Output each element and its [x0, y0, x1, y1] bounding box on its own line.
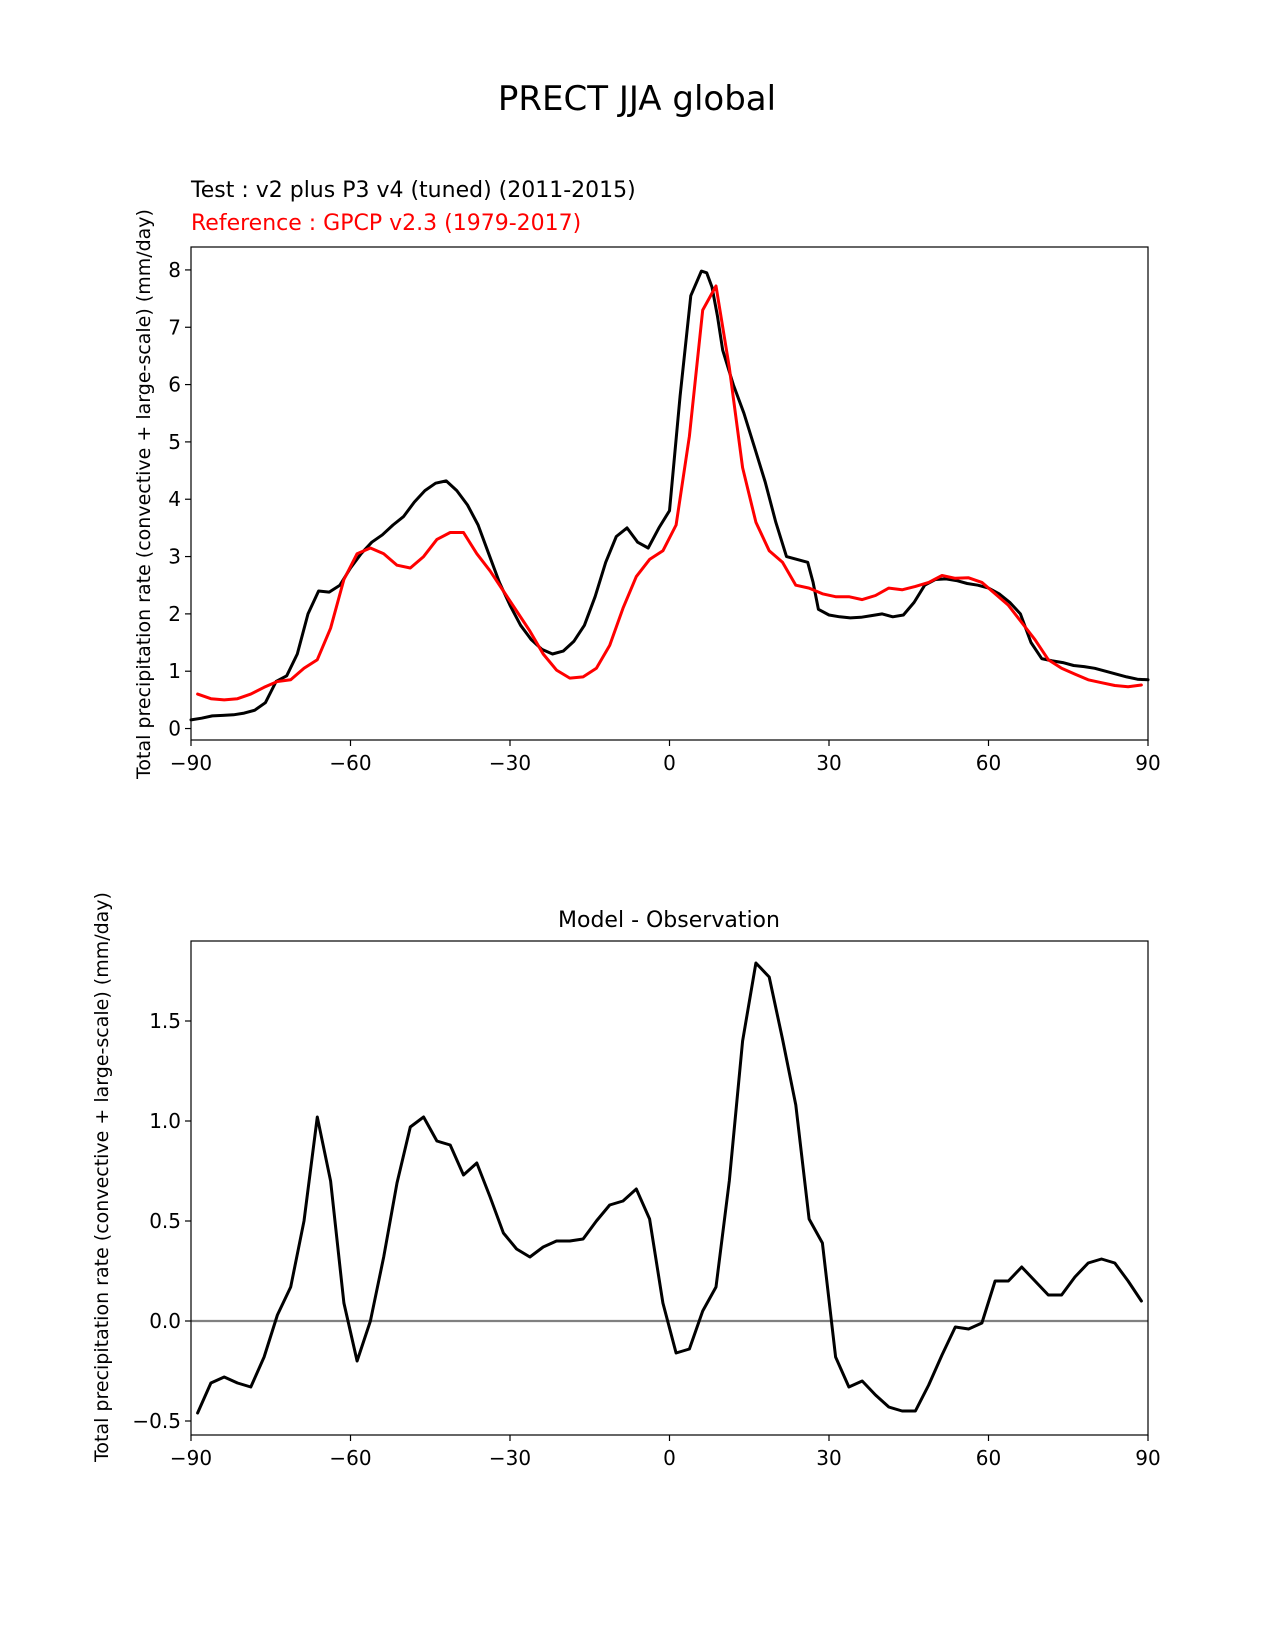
- bottom-y-tick-label: 0.0: [149, 1309, 181, 1333]
- top-axes-frame: [190, 246, 1149, 741]
- test-label: Test : v2 plus P3 v4 (tuned) (2011-2015): [190, 178, 636, 203]
- top-y-tick-label: 6: [168, 373, 181, 397]
- top-x-tick-label: 0: [663, 751, 676, 775]
- reference-label: Reference : GPCP v2.3 (1979-2017): [191, 211, 581, 236]
- top-y-tick-label: 2: [168, 602, 181, 626]
- bottom-x-tick-label: −30: [489, 1446, 531, 1470]
- bottom-x-tick-label: −90: [170, 1446, 212, 1470]
- test-series-line: [189, 269, 1150, 722]
- bottom-panel: Model - Observation Total precipitation …: [91, 892, 1161, 1470]
- bottom-x-tick-label: 30: [816, 1446, 841, 1470]
- top-x-tick-label: 60: [976, 751, 1001, 775]
- top-x-tick-label: 30: [816, 751, 841, 775]
- bottom-title: Model - Observation: [558, 908, 780, 933]
- bottom-series-layer: [196, 961, 1143, 1415]
- bottom-x-tick-label: 60: [976, 1446, 1001, 1470]
- bottom-x-tick-label: 0: [663, 1446, 676, 1470]
- top-y-tick-label: 3: [168, 545, 181, 569]
- top-series-layer: [189, 269, 1150, 722]
- top-x-tick-label: −60: [329, 751, 371, 775]
- top-tick-layer: −90 −60 −30 0 30 60 90 0 1 2 3 4 5 6 7 8: [168, 258, 1160, 775]
- bottom-y-tick-label: 1.0: [149, 1109, 181, 1133]
- top-x-tick-label: −30: [489, 751, 531, 775]
- bottom-y-axis-label: Total precipitation rate (convective + l…: [91, 892, 113, 1463]
- bottom-axes-frame: [190, 940, 1149, 1436]
- figure-title: PRECT JJA global: [498, 79, 776, 119]
- top-y-axis-label: Total precipitation rate (convective + l…: [133, 209, 155, 780]
- bottom-x-tick-label: −60: [329, 1446, 371, 1470]
- top-y-tick-label: 7: [168, 315, 181, 339]
- top-x-tick-label: 90: [1135, 751, 1160, 775]
- top-y-tick-label: 4: [168, 487, 181, 511]
- top-panel: Test : v2 plus P3 v4 (tuned) (2011-2015)…: [133, 178, 1161, 780]
- top-x-tick-label: −90: [170, 751, 212, 775]
- bottom-tick-layer: −90 −60 −30 0 30 60 90 −0.5 0.0 0.5 1.0 1.5: [132, 1009, 1160, 1470]
- bottom-y-tick-label: 1.5: [149, 1009, 181, 1033]
- top-y-tick-label: 1: [168, 659, 181, 683]
- reference-series-line: [196, 284, 1143, 702]
- top-y-tick-label: 0: [168, 717, 181, 741]
- bottom-y-tick-label: −0.5: [132, 1409, 181, 1433]
- difference-series-line: [196, 961, 1143, 1415]
- top-y-tick-label: 5: [168, 430, 181, 454]
- bottom-y-tick-label: 0.5: [149, 1209, 181, 1233]
- bottom-x-tick-label: 90: [1135, 1446, 1160, 1470]
- top-y-tick-label: 8: [168, 258, 181, 282]
